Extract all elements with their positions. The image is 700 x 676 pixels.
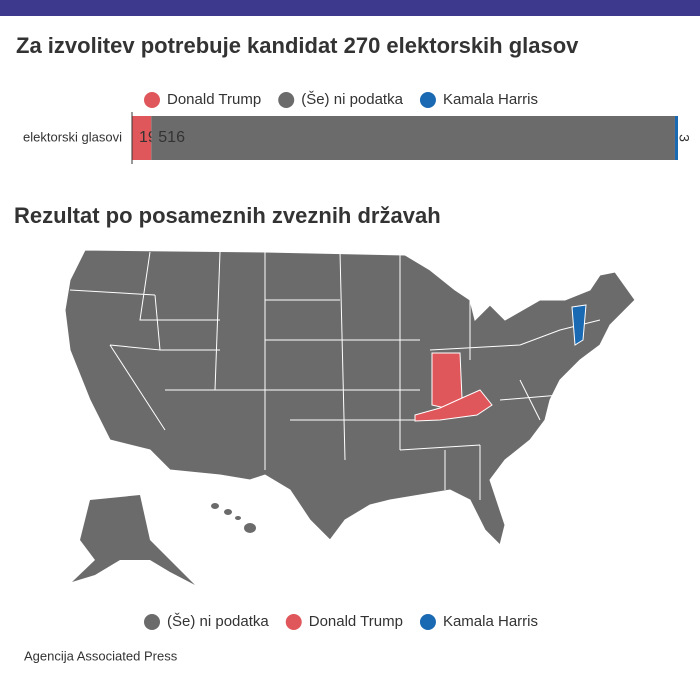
map-title: Rezultat po posameznih zveznih državah bbox=[14, 203, 441, 228]
legend-swatch bbox=[419, 92, 436, 108]
legend-swatch bbox=[278, 92, 295, 108]
chart-title: Za izvolitev potrebuje kandidat 270 elek… bbox=[16, 33, 579, 58]
hawaii-island bbox=[235, 516, 241, 520]
top-band bbox=[0, 0, 700, 16]
y-tick-label: elektorski glasovi bbox=[23, 129, 122, 144]
vermont bbox=[571, 304, 587, 346]
kentucky bbox=[414, 389, 493, 422]
legend-label: Donald Trump bbox=[309, 613, 403, 630]
hawaii bbox=[211, 503, 256, 533]
value-label: 3 bbox=[676, 134, 692, 142]
alaska bbox=[72, 495, 195, 585]
legend-swatch bbox=[419, 614, 436, 630]
state-borders bbox=[69, 251, 601, 500]
legend-label: (Še) ni podatka bbox=[167, 613, 269, 630]
value-label: 516 bbox=[158, 129, 185, 146]
bar-segment bbox=[151, 116, 675, 160]
legend-label: (Še) ni podatka bbox=[301, 91, 403, 108]
hawaii-island bbox=[211, 503, 219, 509]
legend-label: Kamala Harris bbox=[443, 91, 538, 108]
contiguous-us bbox=[64, 249, 636, 546]
legend-label: Kamala Harris bbox=[443, 613, 538, 630]
source: Agencija Associated Press bbox=[24, 648, 178, 663]
bar-segment bbox=[674, 116, 678, 160]
legend-swatch bbox=[144, 92, 160, 108]
hawaii-island bbox=[244, 523, 256, 533]
legend-swatch bbox=[285, 614, 302, 630]
legend-label: Donald Trump bbox=[167, 91, 261, 108]
hawaii-island bbox=[224, 509, 232, 515]
bar-segment bbox=[132, 116, 152, 160]
map bbox=[64, 249, 636, 585]
legend-swatch bbox=[144, 614, 160, 630]
